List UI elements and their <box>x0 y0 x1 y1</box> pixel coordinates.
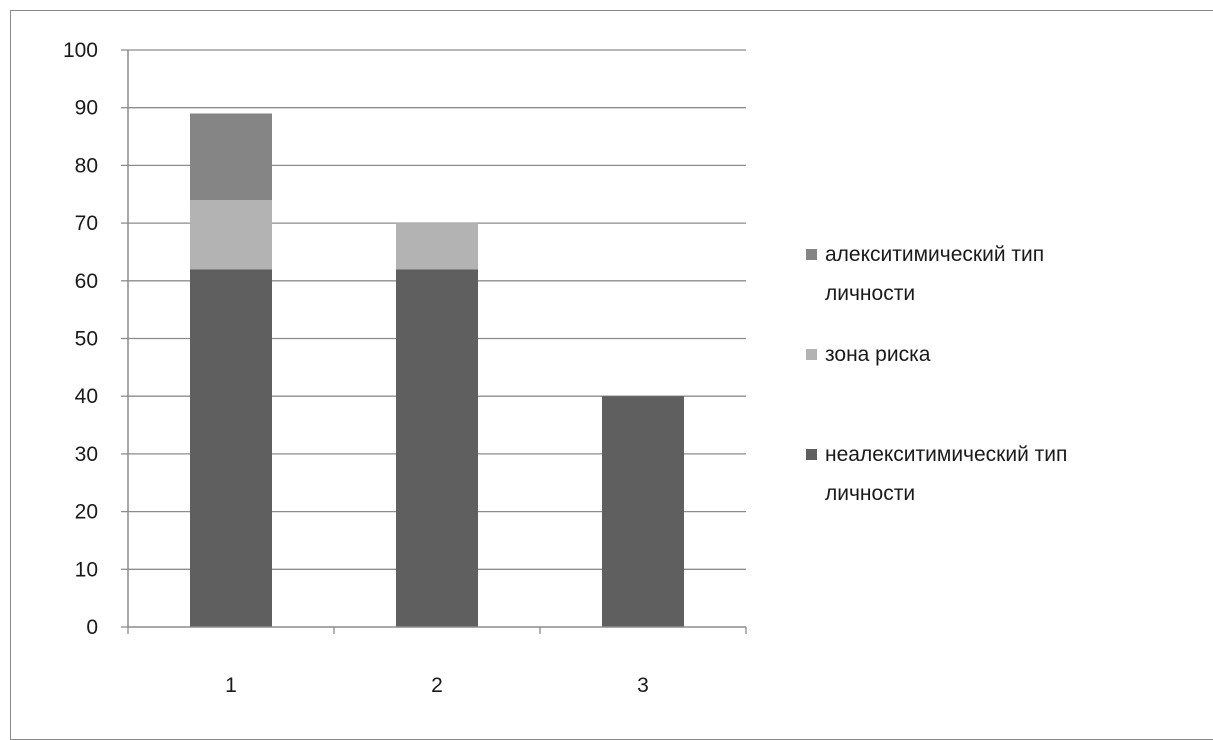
y-tick-label: 0 <box>86 616 98 639</box>
bar-segment <box>396 223 478 270</box>
legend-label: алекситимический тип <box>825 243 1044 266</box>
legend-label-line2: личности <box>825 282 915 305</box>
y-tick-label: 30 <box>75 443 98 466</box>
legend-label: неалекситимический тип <box>825 443 1067 466</box>
x-tick-label: 1 <box>225 674 237 697</box>
axis-layer: 0 10 20 30 40 50 60 70 80 90 100 1 2 3 <box>63 39 747 697</box>
y-tick-label: 60 <box>75 270 98 293</box>
bar-segment <box>396 269 478 627</box>
y-tick-label: 70 <box>75 212 98 235</box>
legend-swatch <box>806 249 817 260</box>
x-tick-label: 2 <box>431 674 443 697</box>
bar-segment <box>190 113 272 201</box>
legend-label: зона риска <box>825 343 931 366</box>
y-tick-label: 10 <box>75 558 98 581</box>
y-tick-label: 40 <box>75 385 98 408</box>
bars-layer <box>190 113 684 627</box>
y-tick-label: 50 <box>75 328 98 351</box>
legend-swatch <box>806 349 817 360</box>
legend: алекситимический тип личности зона риска не… <box>806 243 1067 505</box>
y-tick-label: 100 <box>63 39 98 62</box>
y-tick-label: 90 <box>75 97 98 120</box>
legend-swatch <box>806 449 817 460</box>
bar-segment <box>190 269 272 627</box>
legend-label-line2: личности <box>825 482 915 505</box>
y-tick-label: 80 <box>75 154 98 177</box>
bar-segment <box>190 200 272 270</box>
x-tick-label: 3 <box>637 674 649 697</box>
y-tick-label: 20 <box>75 501 98 524</box>
bar-segment <box>602 396 684 627</box>
